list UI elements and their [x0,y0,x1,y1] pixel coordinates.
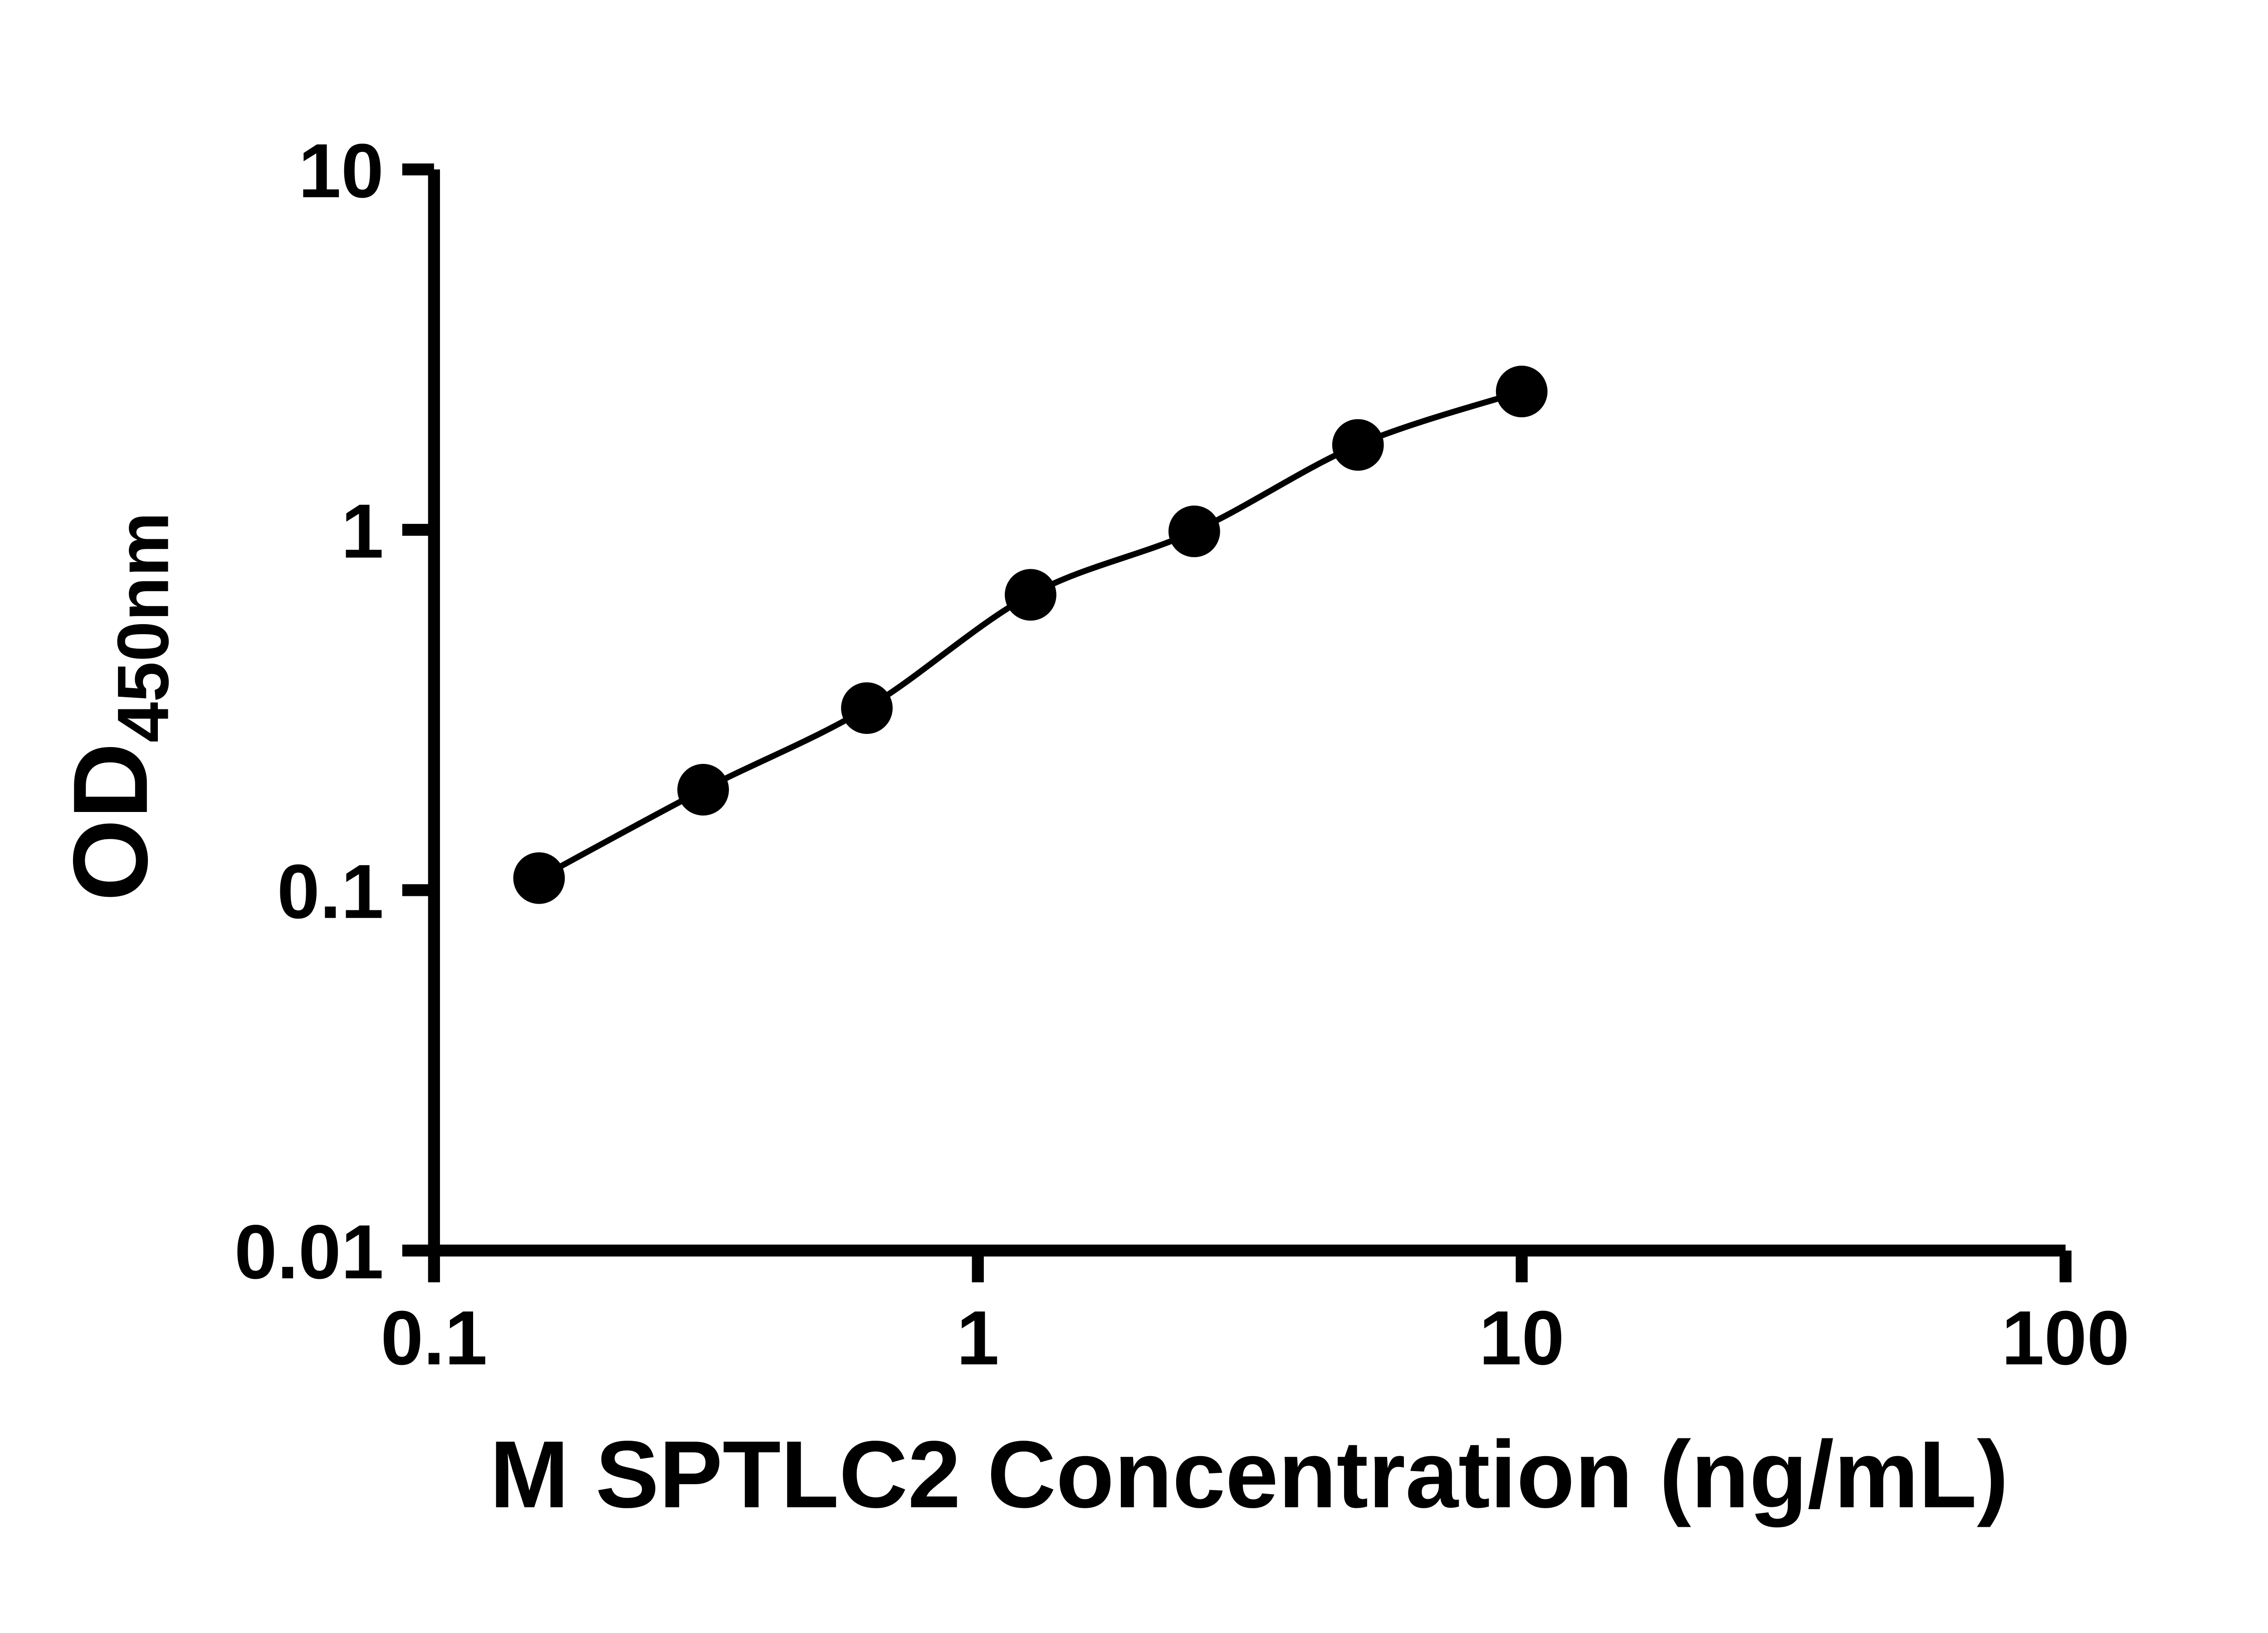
y-axis-title: OD450nm [52,512,184,901]
y-tick-label: 0.01 [235,1209,384,1295]
x-tick-label: 0.1 [381,1295,487,1381]
axis-lines [428,169,2066,1257]
data-point [1005,569,1056,621]
x-tick-label: 10 [1479,1295,1564,1381]
data-point [841,682,893,734]
y-tick-label: 0.1 [277,849,384,934]
x-tick-label: 1 [957,1295,999,1381]
y-tick-label: 10 [298,128,384,214]
data-point [1332,419,1384,471]
data-point [1168,505,1220,557]
y-tick-label: 1 [341,488,384,574]
y-axis-title-sub: 450nm [102,512,183,743]
data-point [677,764,729,816]
data-point [513,852,565,904]
y-axis-title-main: OD [52,743,170,901]
x-tick-label: 100 [2002,1295,2130,1381]
x-axis-title: M SPTLC2 Concentration (ng/mL) [490,1421,2009,1528]
data-point [1496,366,1548,417]
